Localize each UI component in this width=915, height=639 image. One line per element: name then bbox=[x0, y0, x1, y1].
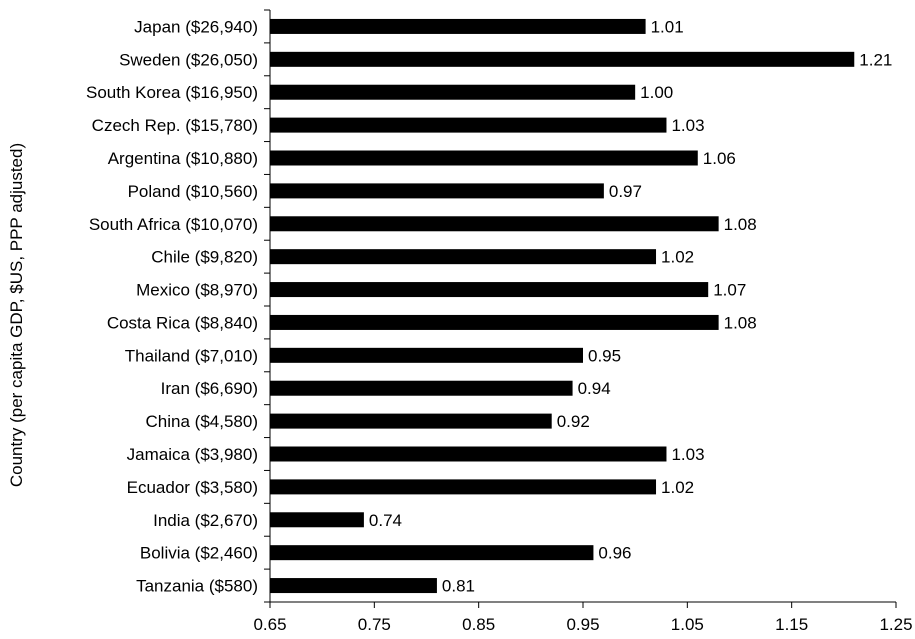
bar-value-label: 0.81 bbox=[442, 577, 475, 596]
category-label: Poland ($10,560) bbox=[128, 182, 258, 201]
category-label: South Africa ($10,070) bbox=[89, 215, 258, 234]
category-label: Sweden ($26,050) bbox=[119, 50, 258, 69]
category-label: Ecuador ($3,580) bbox=[127, 478, 258, 497]
category-label: Mexico ($8,970) bbox=[136, 281, 258, 300]
category-label: Bolivia ($2,460) bbox=[140, 544, 258, 563]
x-tick-label: 0.95 bbox=[566, 615, 599, 634]
bar-value-label: 0.74 bbox=[369, 511, 402, 530]
bar-value-label: 1.08 bbox=[724, 313, 757, 332]
bar-value-label: 0.97 bbox=[609, 182, 642, 201]
bar bbox=[270, 183, 604, 199]
category-label: Chile ($9,820) bbox=[151, 248, 258, 267]
category-label: Tanzania ($580) bbox=[136, 577, 258, 596]
bar-value-label: 0.96 bbox=[598, 544, 631, 563]
bar-value-label: 1.03 bbox=[671, 116, 704, 135]
category-label: Jamaica ($3,980) bbox=[127, 445, 258, 464]
data-labels: 1.01 1.21 1.00 1.03 1.06 0.97 1.08 1.02 1.07 1.08… bbox=[369, 17, 892, 595]
bar-value-label: 0.95 bbox=[588, 346, 621, 365]
bar-value-label: 1.08 bbox=[724, 215, 757, 234]
category-label: South Korea ($16,950) bbox=[86, 83, 258, 102]
category-label: Iran ($6,690) bbox=[161, 379, 258, 398]
bar bbox=[270, 314, 719, 330]
x-tick-label: 0.65 bbox=[253, 615, 286, 634]
bar bbox=[270, 380, 573, 396]
x-tick-labels: 0.65 0.75 0.85 0.95 1.05 1.15 1.25 bbox=[253, 615, 912, 634]
bar-value-label: 0.92 bbox=[557, 412, 590, 431]
bar bbox=[270, 84, 636, 100]
axes bbox=[264, 9, 897, 608]
bar bbox=[270, 117, 667, 133]
category-label: Czech Rep. ($15,780) bbox=[92, 116, 258, 135]
bar-value-label: 1.21 bbox=[859, 50, 892, 69]
bar bbox=[270, 282, 709, 298]
x-tick-label: 1.25 bbox=[879, 615, 912, 634]
x-tick-label: 1.15 bbox=[775, 615, 808, 634]
bar bbox=[270, 347, 583, 363]
bar-value-label: 1.06 bbox=[703, 149, 736, 168]
category-label: Argentina ($10,880) bbox=[108, 149, 258, 168]
category-label: Thailand ($7,010) bbox=[125, 346, 258, 365]
bar bbox=[270, 479, 657, 495]
bar bbox=[270, 578, 437, 594]
bar bbox=[270, 446, 667, 462]
bars bbox=[270, 18, 855, 594]
category-labels: Japan ($26,940) Sweden ($26,050) South Kor… bbox=[86, 17, 258, 595]
bar bbox=[270, 512, 364, 528]
bar-value-label: 1.02 bbox=[661, 478, 694, 497]
bar-value-label: 1.01 bbox=[651, 17, 684, 36]
bar bbox=[270, 51, 855, 67]
bar-value-label: 1.07 bbox=[713, 281, 746, 300]
category-label: China ($4,580) bbox=[146, 412, 258, 431]
bar bbox=[270, 249, 657, 265]
x-tick-label: 0.75 bbox=[358, 615, 391, 634]
bar-value-label: 1.03 bbox=[671, 445, 704, 464]
bar bbox=[270, 150, 698, 166]
bar-value-label: 1.02 bbox=[661, 248, 694, 267]
bar bbox=[270, 216, 719, 232]
x-tick-label: 0.85 bbox=[462, 615, 495, 634]
y-axis-title: Country (per capita GDP, $US, PPP adjust… bbox=[7, 143, 26, 487]
category-label: Japan ($26,940) bbox=[134, 17, 258, 36]
bar-value-label: 0.94 bbox=[578, 379, 611, 398]
x-tick-label: 1.05 bbox=[671, 615, 704, 634]
bar bbox=[270, 413, 552, 429]
bar bbox=[270, 18, 646, 34]
category-label: Costa Rica ($8,840) bbox=[107, 313, 258, 332]
bar bbox=[270, 545, 594, 561]
y-axis-title-group: Country (per capita GDP, $US, PPP adjust… bbox=[7, 143, 26, 487]
category-label: India ($2,670) bbox=[153, 511, 258, 530]
bar-value-label: 1.00 bbox=[640, 83, 673, 102]
